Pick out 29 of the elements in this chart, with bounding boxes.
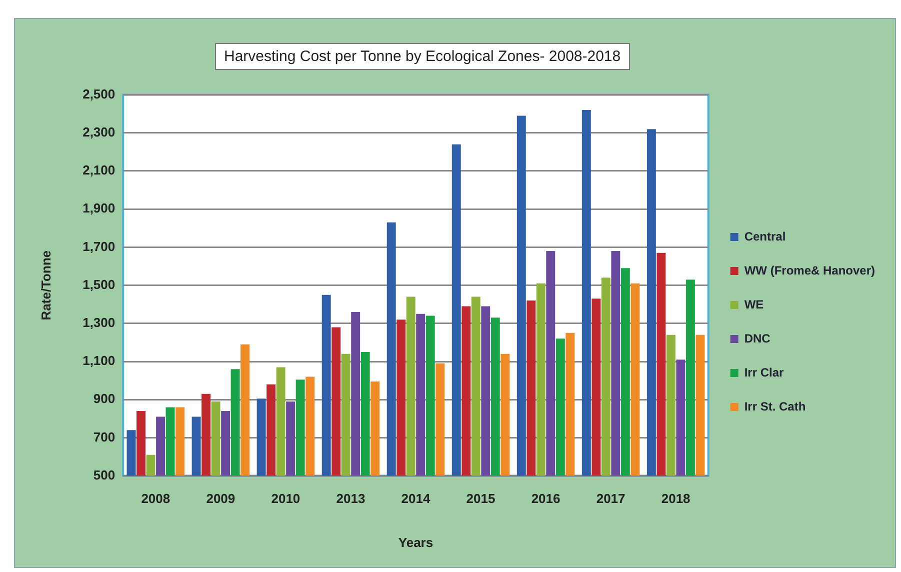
x-tick-label: 2014 <box>401 491 431 506</box>
x-tick-label: 2016 <box>531 491 560 506</box>
legend-label: Irr Clar <box>744 365 784 380</box>
y-tick-label: 1,500 <box>82 276 116 292</box>
x-tick-label: 2015 <box>466 491 496 506</box>
legend-label: Irr St. Cath <box>744 399 806 414</box>
legend-label: DNC <box>744 331 771 346</box>
x-tick-label: 2010 <box>271 491 300 506</box>
y-tick-label: 2,100 <box>82 162 116 178</box>
x-tick-label: 2018 <box>661 491 690 506</box>
legend-label: WW (Frome& Hanover) <box>744 263 876 278</box>
y-tick-label: 2,300 <box>82 124 116 140</box>
x-tick-label: 2017 <box>596 491 626 506</box>
legend-label: Central <box>744 229 786 244</box>
y-tick-label: 1,700 <box>82 238 116 254</box>
y-axis-title: Rate/Tonne <box>38 250 54 320</box>
y-tick-label: 900 <box>93 391 116 406</box>
x-tick-label: 2009 <box>206 491 236 506</box>
y-tick-label: 700 <box>93 429 116 444</box>
y-tick-label: 1,900 <box>82 200 116 216</box>
y-tick-label: 500 <box>93 467 116 482</box>
chart-title: Harvesting Cost per Tonne by Ecological Zones- 2008-2018 <box>215 43 630 70</box>
x-axis-title: Years <box>398 534 434 550</box>
y-tick-label: 1,100 <box>82 353 116 368</box>
y-tick-label: 2,500 <box>82 86 116 102</box>
x-tick-label: 2008 <box>141 491 170 506</box>
legend-label: WE <box>744 297 764 312</box>
y-tick-label: 1,300 <box>82 314 116 330</box>
x-tick-label: 2013 <box>336 491 366 506</box>
